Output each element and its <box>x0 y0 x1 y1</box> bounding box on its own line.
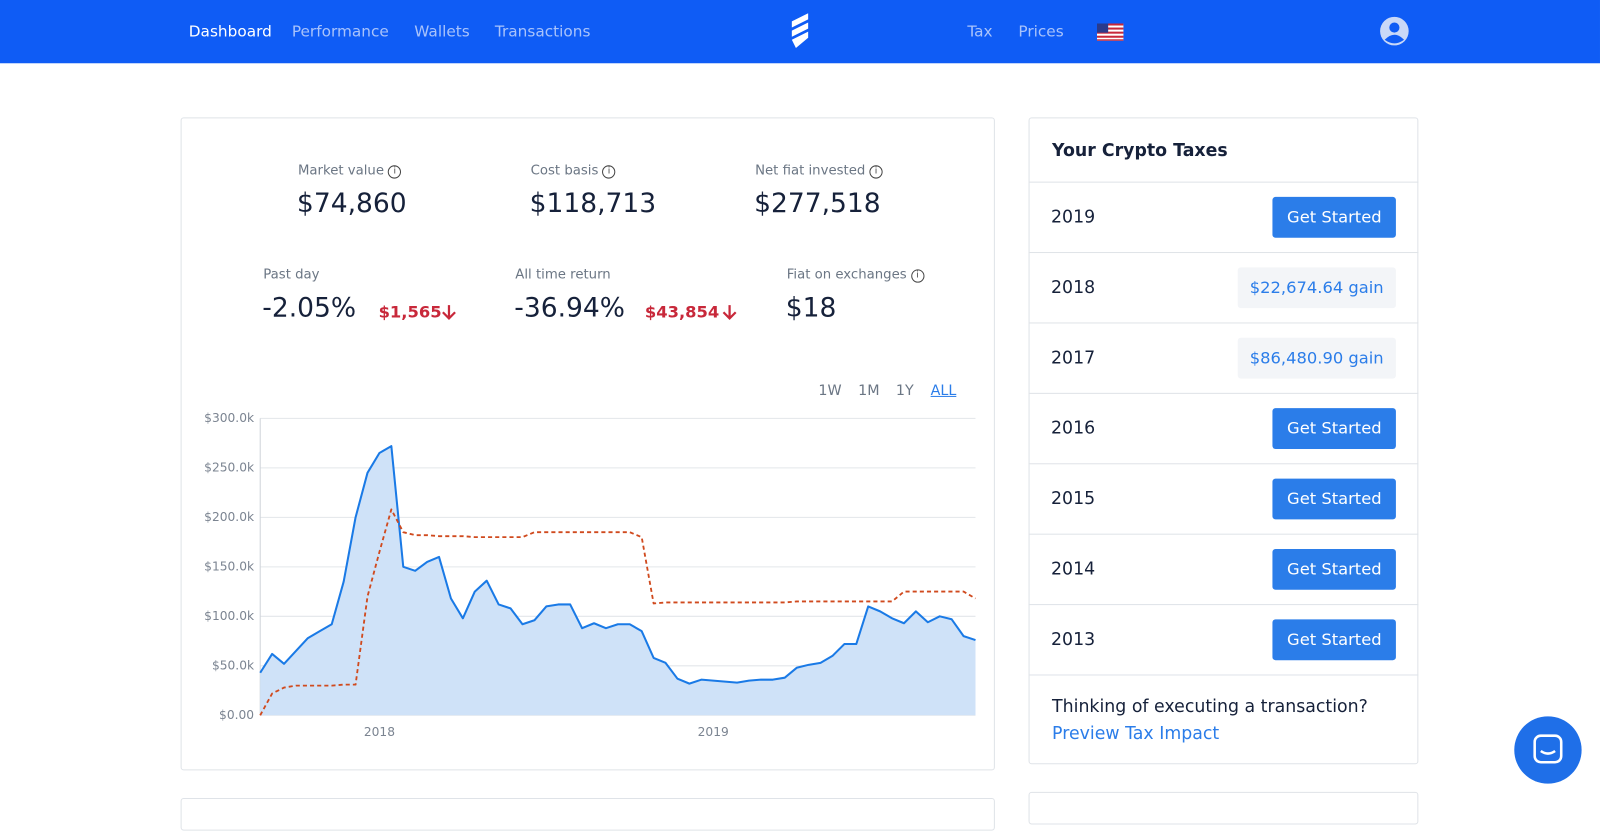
get-started-button[interactable]: Get Started <box>1272 478 1396 520</box>
tax-divider <box>1028 674 1419 676</box>
y-tick-label: $50.0k <box>212 658 255 672</box>
stat-value: -2.05% <box>262 292 357 324</box>
get-started-button[interactable]: Get Started <box>1272 548 1396 590</box>
nav-link[interactable]: Tax <box>967 22 993 41</box>
tax-footer: Thinking of executing a transaction? <box>1052 696 1368 718</box>
range-button[interactable]: 1M <box>858 382 880 399</box>
chart: $0.00 $50.0k $100.0k $150.0k $200.0k $250.0k $… <box>204 411 976 739</box>
flag[interactable] <box>1096 23 1124 41</box>
stat-label: Fiat on exchanges i <box>787 267 924 283</box>
tax-row: 2017 $86,480.90 gain <box>1028 322 1419 392</box>
area-fill <box>260 446 976 716</box>
range-button[interactable]: 1W <box>818 382 842 399</box>
stat-change: $43,854 <box>644 302 720 322</box>
nav-link[interactable]: Performance <box>291 22 389 41</box>
nav-link[interactable]: Wallets <box>414 22 470 41</box>
y-tick-label: $300.0k <box>204 411 255 425</box>
tax-row: 2014 Get Started <box>1028 533 1419 604</box>
top-nav: Dashboard Performance Wallets Transactions T… <box>0 0 1600 64</box>
stat-label: All time return <box>515 267 611 283</box>
nav-link[interactable]: Dashboard <box>188 22 272 41</box>
info-icon[interactable]: i <box>388 165 402 179</box>
y-tick-label: $250.0k <box>204 460 255 474</box>
tax-row: 2015 Get Started <box>1028 463 1419 533</box>
tax-row: 2016 Get Started <box>1028 392 1419 463</box>
preview-link[interactable]: Preview Tax Impact <box>1052 723 1220 744</box>
tax-title: Your Crypto Taxes <box>1052 140 1228 162</box>
tax-year: 2015 <box>1051 488 1096 510</box>
get-started-button[interactable]: Get Started <box>1272 196 1396 238</box>
tax-year: 2013 <box>1051 629 1096 650</box>
next-card <box>1028 791 1419 825</box>
next-card <box>180 797 995 831</box>
chat-button[interactable] <box>1514 716 1582 784</box>
get-started-button[interactable]: Get Started <box>1272 619 1396 661</box>
y-tick-label: $200.0k <box>204 510 255 524</box>
stat-label: Past day <box>263 267 320 283</box>
tax-year: 2019 <box>1051 207 1096 228</box>
stat-label: Market value i <box>298 163 402 179</box>
gain-chip[interactable]: $22,674.64 gain <box>1237 267 1396 309</box>
tax-year: 2016 <box>1051 418 1096 439</box>
get-started-button[interactable]: Get Started <box>1272 408 1396 449</box>
stat-value: $118,713 <box>529 188 657 220</box>
stat-value: $277,518 <box>754 188 881 220</box>
range-button[interactable]: 1Y <box>895 382 914 399</box>
info-icon[interactable]: i <box>869 165 883 179</box>
down-arrow <box>442 305 456 320</box>
stat-label: Net fiat invested i <box>755 163 883 179</box>
stat-value: -36.94% <box>514 292 626 324</box>
nav-link[interactable]: Transactions <box>494 22 591 41</box>
gain-chip[interactable]: $86,480.90 gain <box>1237 337 1396 379</box>
tax-row: 2013 Get Started <box>1028 604 1419 674</box>
logo[interactable] <box>788 13 812 48</box>
stat-label: Cost basis i <box>531 163 616 179</box>
nav-link[interactable]: Prices <box>1018 22 1064 41</box>
stat-value: $74,860 <box>296 188 407 220</box>
y-tick-label: $150.0k <box>204 559 255 573</box>
x-tick-label: 2019 <box>698 725 729 739</box>
line <box>259 445 976 685</box>
down-arrow <box>722 305 737 320</box>
tax-year: 2017 <box>1051 347 1096 369</box>
tax-year: 2018 <box>1051 277 1096 298</box>
tax-year: 2014 <box>1051 559 1096 580</box>
y-tick-label: $100.0k <box>204 609 255 623</box>
info-icon[interactable]: i <box>602 165 616 179</box>
info-icon[interactable]: i <box>910 269 924 283</box>
tax-row: 2018 $22,674.64 gain <box>1028 252 1419 322</box>
x-tick-label: 2018 <box>364 725 395 739</box>
range-button[interactable]: ALL <box>930 382 957 399</box>
tax-row: 2019 Get Started <box>1028 181 1419 252</box>
y-tick-label: $0.00 <box>219 708 254 722</box>
stat-value: $18 <box>785 292 837 324</box>
avatar[interactable] <box>1380 16 1410 46</box>
stat-change: $1,565 <box>378 302 442 322</box>
dashed-line <box>259 508 976 716</box>
